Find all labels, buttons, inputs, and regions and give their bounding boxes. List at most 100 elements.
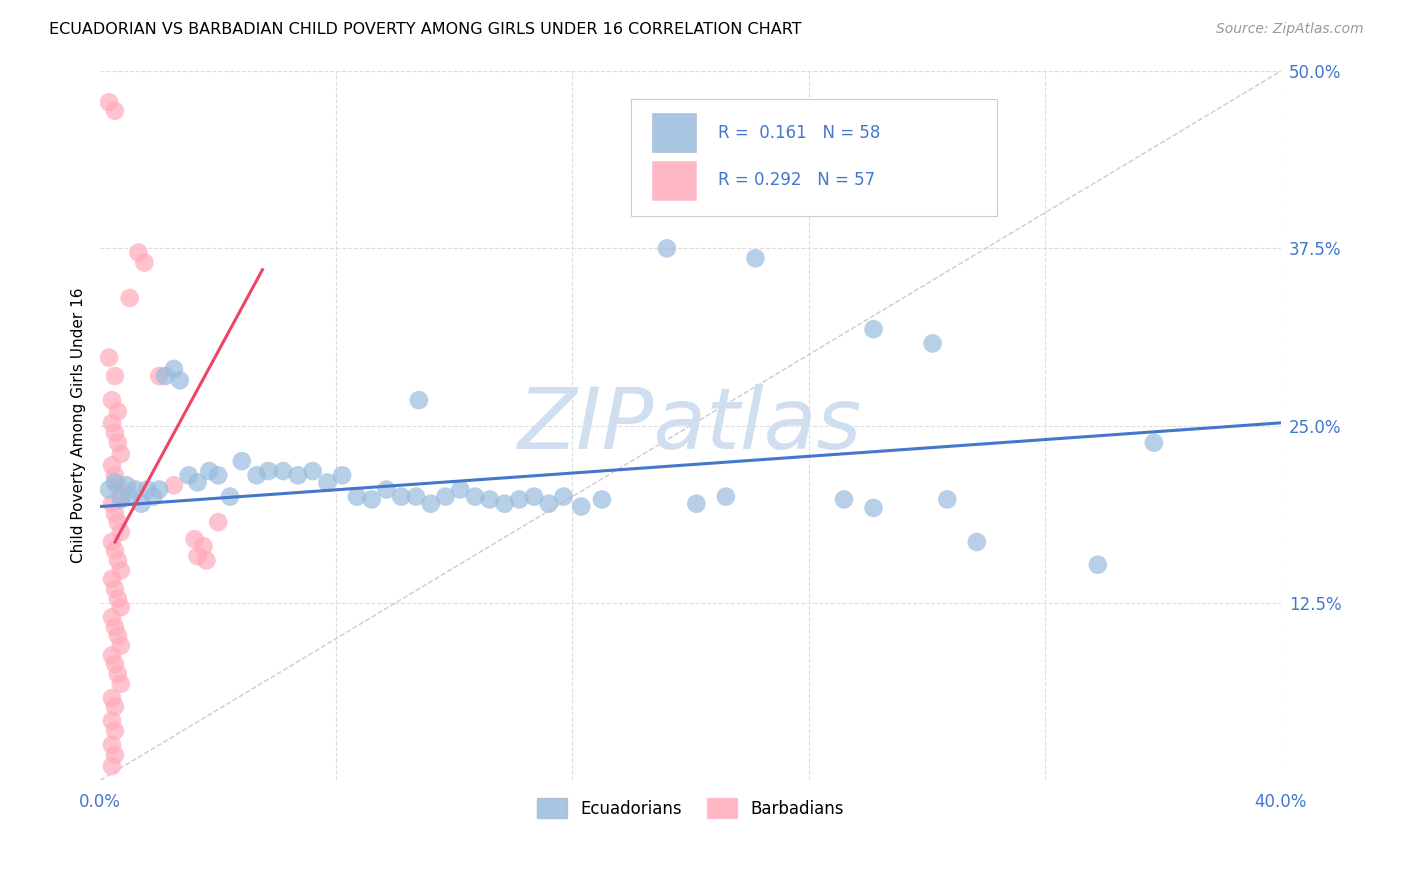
Text: Source: ZipAtlas.com: Source: ZipAtlas.com — [1216, 22, 1364, 37]
Point — [1087, 558, 1109, 572]
Point — [449, 483, 471, 497]
Point — [118, 291, 141, 305]
Text: R = 0.292   N = 57: R = 0.292 N = 57 — [717, 171, 875, 189]
Point — [110, 524, 132, 539]
Point — [101, 393, 124, 408]
Point — [118, 490, 141, 504]
Point — [104, 475, 127, 490]
Point — [107, 515, 129, 529]
Point — [207, 468, 229, 483]
FancyBboxPatch shape — [651, 161, 696, 200]
Point — [104, 543, 127, 558]
Point — [104, 723, 127, 738]
Point — [101, 691, 124, 706]
Point — [110, 490, 132, 504]
Point — [104, 103, 127, 118]
Point — [107, 629, 129, 643]
Point — [101, 535, 124, 549]
Point — [360, 492, 382, 507]
Point — [186, 475, 208, 490]
Point — [107, 591, 129, 606]
Point — [193, 539, 215, 553]
Point — [101, 648, 124, 663]
Point — [478, 492, 501, 507]
Point — [966, 535, 988, 549]
Point — [330, 468, 353, 483]
Point — [104, 468, 127, 483]
Point — [104, 747, 127, 762]
Point — [101, 759, 124, 773]
Point — [104, 369, 127, 384]
Point — [110, 563, 132, 577]
Point — [198, 464, 221, 478]
Point — [124, 483, 146, 497]
Point — [98, 483, 121, 497]
Point — [115, 478, 138, 492]
Point — [107, 553, 129, 567]
Point — [186, 549, 208, 564]
Point — [98, 95, 121, 110]
Point — [101, 738, 124, 752]
Point — [862, 322, 884, 336]
Point — [153, 369, 176, 384]
Point — [110, 639, 132, 653]
Point — [104, 657, 127, 671]
Point — [346, 490, 368, 504]
Point — [107, 435, 129, 450]
Point — [101, 572, 124, 586]
Point — [405, 490, 427, 504]
Point — [389, 490, 412, 504]
Point — [128, 245, 150, 260]
Point — [271, 464, 294, 478]
Point — [744, 252, 766, 266]
Point — [921, 336, 943, 351]
Point — [183, 532, 205, 546]
Text: R =  0.161   N = 58: R = 0.161 N = 58 — [717, 124, 880, 142]
Point — [131, 497, 153, 511]
Point — [107, 667, 129, 681]
Point — [257, 464, 280, 478]
FancyBboxPatch shape — [631, 99, 997, 217]
Point — [104, 699, 127, 714]
Point — [163, 362, 186, 376]
Point — [107, 404, 129, 418]
Point — [508, 492, 530, 507]
Point — [569, 500, 592, 514]
Point — [419, 497, 441, 511]
Point — [169, 373, 191, 387]
Point — [685, 497, 707, 511]
Point — [104, 425, 127, 440]
Point — [537, 497, 560, 511]
Point — [231, 454, 253, 468]
Point — [104, 620, 127, 634]
Point — [136, 483, 159, 497]
Point — [494, 497, 516, 511]
Point — [110, 600, 132, 615]
Point — [148, 483, 170, 497]
Point — [142, 490, 165, 504]
Point — [104, 582, 127, 596]
FancyBboxPatch shape — [651, 113, 696, 153]
Point — [101, 458, 124, 473]
Point — [101, 416, 124, 430]
Text: ECUADORIAN VS BARBADIAN CHILD POVERTY AMONG GIRLS UNDER 16 CORRELATION CHART: ECUADORIAN VS BARBADIAN CHILD POVERTY AM… — [49, 22, 801, 37]
Point — [553, 490, 575, 504]
Point — [862, 500, 884, 515]
Point — [110, 492, 132, 507]
Point — [219, 490, 242, 504]
Point — [591, 492, 613, 507]
Legend: Ecuadorians, Barbadians: Ecuadorians, Barbadians — [530, 791, 851, 825]
Point — [110, 677, 132, 691]
Point — [104, 507, 127, 521]
Point — [523, 490, 546, 504]
Point — [245, 468, 267, 483]
Point — [98, 351, 121, 365]
Point — [207, 515, 229, 529]
Text: ZIPatlas: ZIPatlas — [519, 384, 863, 467]
Point — [1143, 435, 1166, 450]
Point — [375, 483, 398, 497]
Point — [434, 490, 457, 504]
Point — [177, 468, 200, 483]
Point — [110, 447, 132, 461]
Point — [287, 468, 309, 483]
